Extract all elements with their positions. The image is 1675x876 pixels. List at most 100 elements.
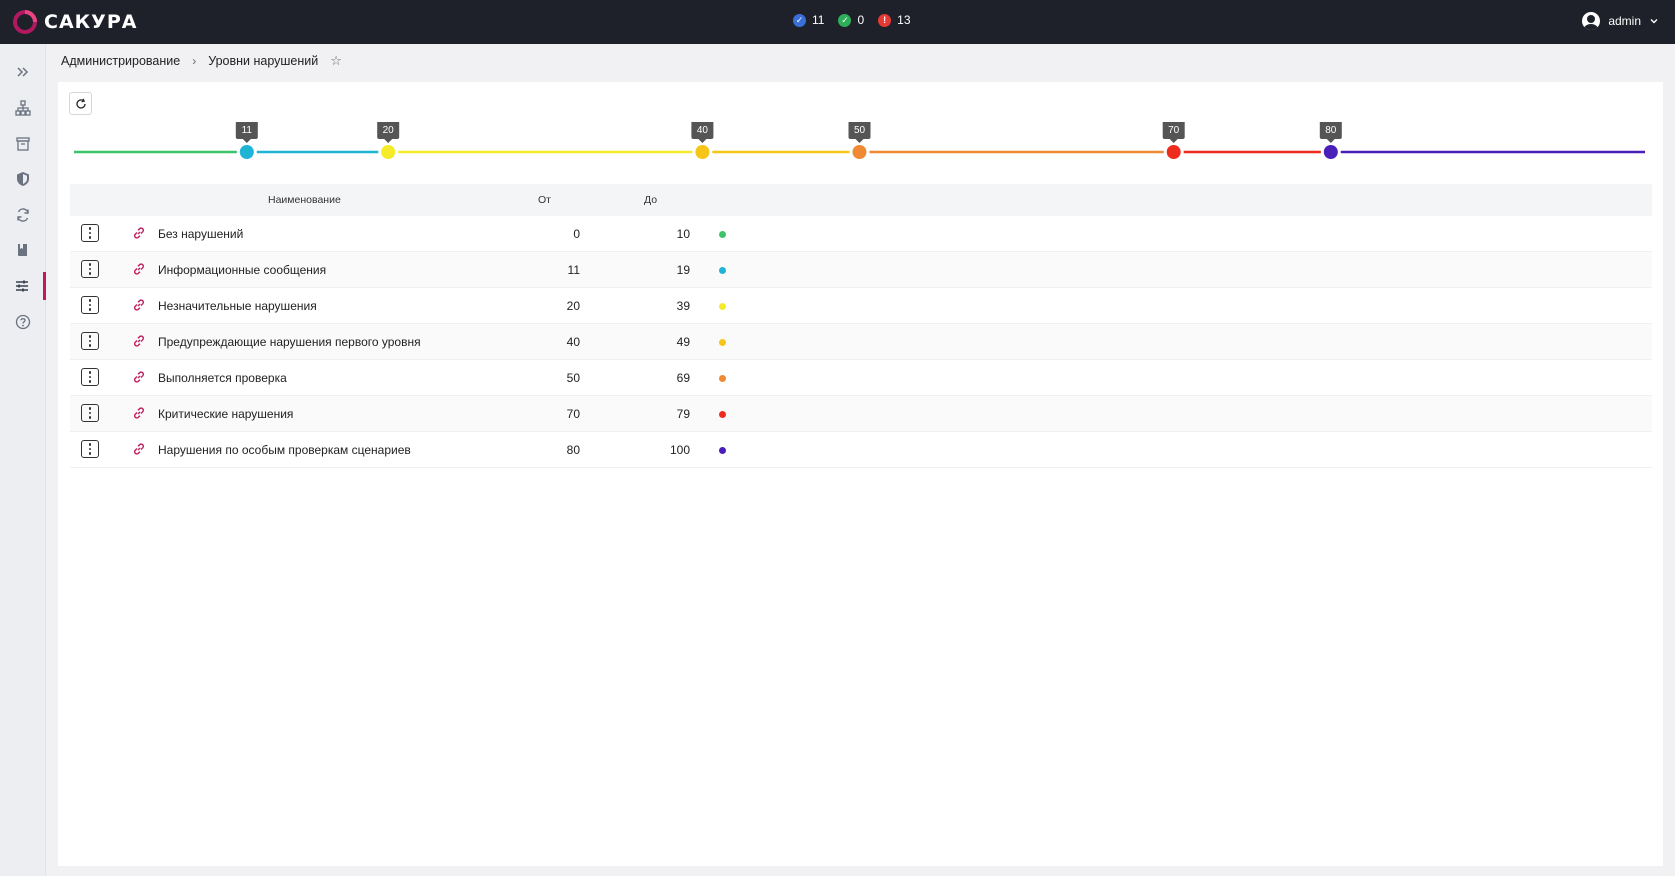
sidebar-item-security[interactable] (0, 165, 46, 193)
scale-marker-handle[interactable] (381, 145, 396, 159)
column-header-from[interactable]: От (538, 194, 551, 206)
level-color-dot (719, 231, 726, 238)
favorite-star-icon[interactable]: ☆ (330, 53, 342, 68)
level-color-dot (719, 303, 726, 310)
scale-marker[interactable]: 11 (235, 122, 258, 162)
book-icon (18, 244, 27, 256)
level-color-dot (719, 447, 726, 454)
sidebar-item-archive[interactable] (0, 130, 46, 158)
scale-marker[interactable]: 40 (691, 122, 714, 162)
content-panel: 11 20 40 50 70 80 Наименование От До Без нару… (58, 82, 1663, 866)
table-row[interactable]: Информационные сообщения 11 19 (70, 252, 1652, 288)
link-icon[interactable] (132, 262, 146, 276)
level-color-dot (719, 267, 726, 274)
row-menu-button[interactable] (81, 224, 99, 242)
link-icon[interactable] (132, 406, 146, 420)
sakura-logo-icon (13, 10, 37, 34)
level-color-dot (719, 411, 726, 418)
status-counter-value: 0 (857, 13, 865, 27)
level-name: Критические нарушения (158, 407, 294, 421)
scale-marker[interactable]: 50 (848, 122, 871, 162)
help-icon (15, 314, 31, 330)
chevron-down-icon (1650, 19, 1658, 24)
sidebar-item-sync[interactable] (0, 201, 46, 229)
scale-marker-handle[interactable] (1166, 145, 1181, 159)
table-header: Наименование От До (70, 184, 1652, 216)
refresh-icon (75, 98, 86, 109)
level-from: 80 (566, 443, 580, 457)
logo[interactable]: САКУРА (12, 9, 137, 35)
scale-marker[interactable]: 20 (377, 122, 400, 162)
scale-marker-tooltip (235, 122, 258, 139)
archive-icon (16, 137, 30, 151)
level-name: Выполняется проверка (158, 371, 287, 385)
scale-marker-label: 70 (1168, 125, 1180, 136)
scale-marker-handle[interactable] (1323, 145, 1338, 159)
alert-circle-icon: ! (878, 13, 892, 27)
link-icon[interactable] (132, 226, 146, 240)
level-to: 49 (676, 335, 690, 349)
scale-marker[interactable]: 70 (1162, 122, 1185, 162)
level-name: Незначительные нарушения (158, 299, 317, 313)
row-menu-button[interactable] (81, 260, 99, 278)
sidebar-item-structure[interactable] (0, 94, 46, 122)
level-name: Информационные сообщения (158, 263, 327, 277)
scale-marker-tooltip (377, 122, 400, 139)
sidebar-item-help[interactable] (0, 308, 46, 336)
scale-marker-tooltip (691, 122, 714, 139)
scale-marker-handle[interactable] (239, 145, 254, 159)
link-icon[interactable] (132, 298, 146, 312)
table-row[interactable]: Незначительные нарушения 20 39 (70, 288, 1652, 324)
breadcrumb-parent-link[interactable]: Администрирование (61, 54, 181, 68)
link-icon[interactable] (132, 370, 146, 384)
status-counter-value: 11 (812, 13, 825, 27)
user-menu[interactable]: admin (1582, 12, 1659, 30)
sliders-icon (15, 280, 28, 292)
scale-marker-label: 11 (242, 125, 253, 136)
column-header-to[interactable]: До (644, 194, 658, 206)
scale-marker-handle[interactable] (852, 145, 867, 159)
link-icon[interactable] (132, 334, 146, 348)
violation-level-scale: 11 20 40 50 70 80 (74, 122, 1645, 162)
level-name: Предупреждающие нарушения первого уровня (158, 335, 421, 349)
level-from: 20 (566, 299, 580, 313)
row-menu-button[interactable] (81, 404, 99, 422)
level-to: 19 (676, 263, 690, 277)
top-bar: САКУРА ✓ 11 ✓ 0! 13 admin (0, 0, 1675, 44)
table-row[interactable]: Без нарушений 0 10 (70, 216, 1652, 252)
breadcrumb-separator: › (192, 54, 197, 68)
scale-marker-tooltip (1162, 122, 1185, 139)
link-icon[interactable] (132, 442, 146, 456)
scale-marker-label: 40 (697, 125, 709, 136)
sidebar-expand-button[interactable] (0, 58, 46, 86)
level-color-dot (719, 375, 726, 382)
row-menu-button[interactable] (81, 368, 99, 386)
sidebar-item-settings[interactable] (0, 272, 46, 300)
expand-icon (17, 67, 29, 77)
column-header-name[interactable]: Наименование (268, 194, 341, 206)
status-counter[interactable]: ✓ 11 (793, 13, 824, 27)
level-from: 50 (566, 371, 580, 385)
table-row[interactable]: Нарушения по особым проверкам сценариев 8… (70, 432, 1652, 468)
level-to: 79 (676, 407, 690, 421)
refresh-button[interactable] (69, 92, 92, 115)
row-menu-button[interactable] (81, 332, 99, 350)
table-row[interactable]: Критические нарушения 70 79 (70, 396, 1652, 432)
table-row[interactable]: Предупреждающие нарушения первого уровня… (70, 324, 1652, 360)
table-row[interactable]: Выполняется проверка 50 69 (70, 360, 1652, 396)
row-menu-button[interactable] (81, 296, 99, 314)
hierarchy-icon (15, 100, 31, 116)
shield-icon (17, 172, 29, 186)
status-counter[interactable]: ! 13 (878, 13, 911, 27)
scale-marker[interactable]: 80 (1319, 122, 1342, 162)
scale-marker-handle[interactable] (695, 145, 710, 159)
level-to: 100 (669, 443, 690, 457)
level-to: 39 (676, 299, 690, 313)
user-avatar-icon (1582, 12, 1601, 30)
sidebar-item-library[interactable] (0, 236, 46, 264)
status-counter-value: 13 (897, 13, 911, 27)
brand-name: САКУРА (44, 11, 138, 33)
status-counter[interactable]: ✓ 0 (838, 13, 864, 27)
row-menu-button[interactable] (81, 440, 99, 458)
check-badge-icon: ✓ (793, 13, 806, 27)
